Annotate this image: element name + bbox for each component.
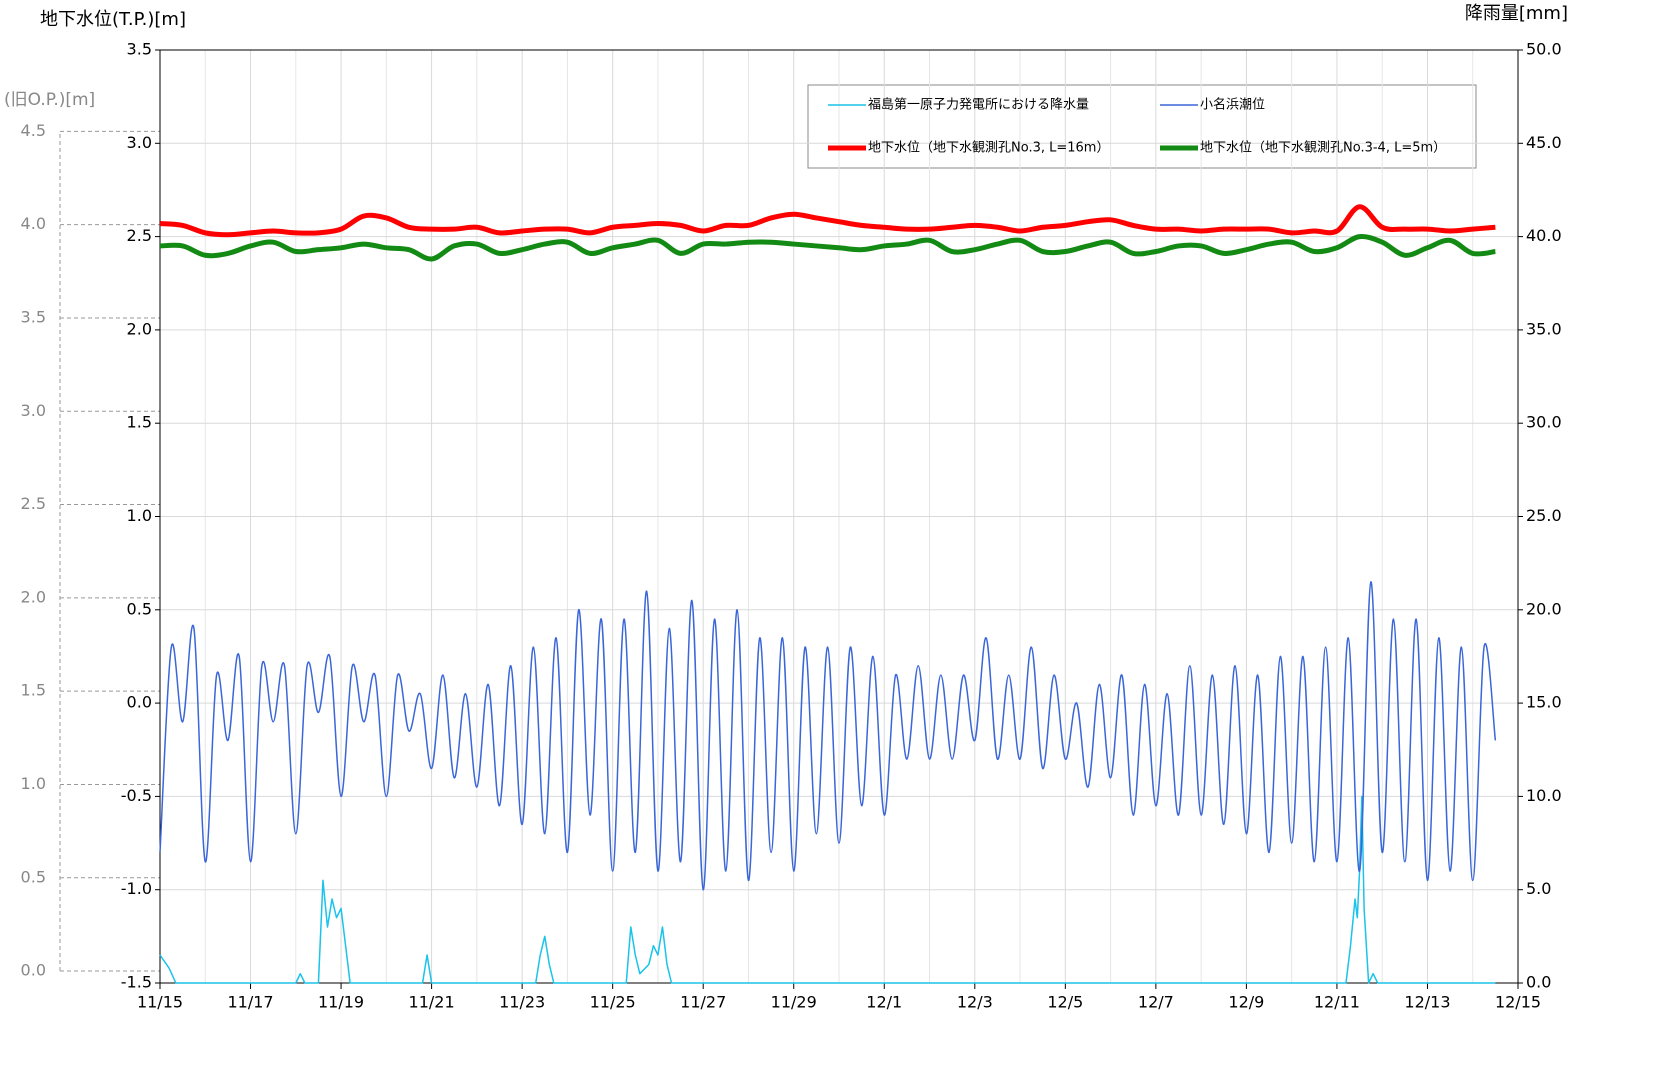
y2-tick-label: 15.0 (1526, 693, 1562, 712)
y3-tick-label: 0.5 (21, 867, 46, 886)
y2-tick-label: 25.0 (1526, 506, 1562, 525)
y3-tick-label: 4.0 (21, 214, 46, 233)
x-tick-label: 11/17 (227, 993, 273, 1012)
y-tick-label: 3.5 (127, 40, 152, 59)
y2-tick-label: 10.0 (1526, 786, 1562, 805)
y-tick-label: 3.0 (127, 133, 152, 152)
x-tick-label: 12/13 (1404, 993, 1450, 1012)
y2-tick-label: 30.0 (1526, 413, 1562, 432)
y-tick-label: 2.0 (127, 319, 152, 338)
y3-tick-label: 4.5 (21, 121, 46, 140)
x-tick-label: 11/19 (318, 993, 364, 1012)
y3-tick-label: 3.5 (21, 307, 46, 326)
x-tick-label: 12/1 (866, 993, 902, 1012)
x-tick-label: 11/27 (680, 993, 726, 1012)
x-tick-label: 12/5 (1047, 993, 1083, 1012)
y-tick-label: -1.5 (121, 973, 152, 992)
legend-label: 地下水位（地下水観測孔No.3, L=16m） (868, 141, 1109, 156)
series-line (159, 795, 1496, 984)
series-line (159, 233, 1496, 262)
x-tick-label: 11/15 (137, 993, 183, 1012)
series-line (159, 204, 1496, 238)
y2-tick-label: 40.0 (1526, 226, 1562, 245)
y2-tick-label: 5.0 (1526, 879, 1551, 898)
x-tick-label: 12/9 (1228, 993, 1264, 1012)
y-axis-label: 地下水位(T.P.)[m] (40, 9, 186, 30)
legend-box (807, 84, 1477, 169)
y-tick-label: 1.5 (127, 413, 152, 432)
y-tick-label: -1.0 (121, 879, 152, 898)
y2-axis-label: 降雨量[mm] (1465, 3, 1568, 24)
y2-tick-label: 45.0 (1526, 133, 1562, 152)
y2-tick-label: 50.0 (1526, 40, 1562, 59)
x-tick-label: 11/29 (771, 993, 817, 1012)
y3-tick-label: 3.0 (21, 401, 46, 420)
y-tick-label: 1.0 (127, 506, 152, 525)
y-tick-label: 0.5 (127, 599, 152, 618)
y2-tick-label: 20.0 (1526, 599, 1562, 618)
x-tick-label: 12/15 (1495, 993, 1541, 1012)
y-tick-label: 0.0 (127, 693, 152, 712)
y3-tick-label: 0.0 (21, 961, 46, 980)
y2-tick-label: 35.0 (1526, 319, 1562, 338)
y-tick-label: 2.5 (127, 226, 152, 245)
legend-label: 地下水位（地下水観測孔No.3-4, L=5m） (1200, 141, 1446, 156)
x-tick-label: 12/7 (1138, 993, 1174, 1012)
x-tick-label: 12/11 (1314, 993, 1360, 1012)
y3-tick-label: 1.5 (21, 681, 46, 700)
y-tick-label: -0.5 (121, 786, 152, 805)
legend-label: 福島第一原子力発電所における降水量 (868, 98, 1089, 113)
y3-tick-label: 2.0 (21, 587, 46, 606)
x-tick-label: 11/23 (499, 993, 545, 1012)
y3-axis-label: (旧O.P.)[m] (4, 90, 95, 110)
x-tick-label: 11/21 (409, 993, 455, 1012)
y3-tick-label: 2.5 (21, 494, 46, 513)
legend-label: 小名浜潮位 (1200, 97, 1265, 113)
y2-tick-label: 0.0 (1526, 973, 1551, 992)
x-tick-label: 12/3 (957, 993, 993, 1012)
x-tick-label: 11/25 (590, 993, 636, 1012)
series-line (159, 581, 1497, 891)
y3-tick-label: 1.0 (21, 774, 46, 793)
